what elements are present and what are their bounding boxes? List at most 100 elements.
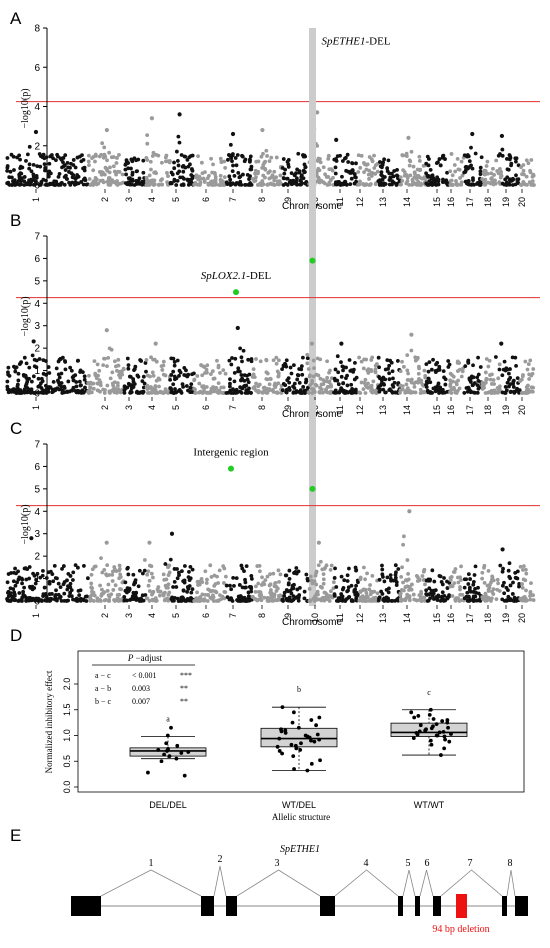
x-tick-label: 16 — [446, 405, 456, 415]
snp-point — [428, 380, 433, 385]
snp-point — [70, 375, 75, 380]
snp-point — [209, 389, 214, 394]
snp-point — [377, 374, 381, 379]
snp-point — [520, 585, 525, 590]
box-group-wt-del: bWT/DEL — [260, 685, 338, 810]
snp-point — [480, 177, 485, 181]
snp-point — [56, 581, 61, 586]
snp-point — [364, 167, 369, 172]
data-point — [162, 752, 166, 757]
points-group — [5, 325, 536, 395]
snp-point — [271, 571, 276, 576]
snp-point — [91, 179, 96, 184]
snp-point — [438, 598, 443, 603]
snp-point — [364, 182, 369, 187]
snp-point — [292, 381, 297, 386]
panel-label-d: D — [10, 626, 22, 645]
panel-label-a: A — [10, 9, 22, 28]
snp-point — [345, 573, 350, 578]
snp-point — [454, 181, 459, 186]
snp-point — [405, 595, 409, 600]
snp-point — [500, 147, 505, 152]
snp-point — [44, 178, 48, 183]
snp-point — [55, 576, 59, 581]
snp-point — [115, 381, 120, 385]
snp-point — [471, 590, 476, 594]
snp-point — [107, 389, 112, 394]
snp-point — [77, 593, 82, 598]
snp-point — [369, 182, 373, 186]
gene-name: SpLOX2.1 — [201, 270, 247, 282]
snp-point — [140, 571, 145, 576]
snp-point — [479, 155, 484, 160]
snp-point — [171, 382, 176, 387]
snp-point — [128, 598, 132, 602]
snp-point — [151, 575, 155, 580]
snp-point — [307, 374, 312, 379]
snp-point — [189, 382, 194, 387]
snp-point — [403, 390, 408, 395]
snp-point — [71, 158, 76, 162]
snp-point — [284, 358, 289, 363]
snp-point — [303, 380, 308, 385]
snp-point — [513, 355, 518, 360]
snp-point — [253, 584, 258, 589]
x-category-label: WT/DEL — [282, 800, 316, 810]
x-tick-label: 5 — [171, 405, 181, 410]
snp-point — [11, 570, 16, 575]
snp-point — [120, 172, 125, 177]
snp-point — [377, 365, 381, 370]
snp-point — [105, 573, 109, 578]
snp-point — [391, 180, 396, 185]
snp-point — [377, 180, 382, 185]
x-tick-label: 13 — [378, 197, 388, 207]
snp-point — [314, 582, 319, 587]
snp-point — [303, 181, 307, 186]
x-tick-label: 14 — [402, 613, 412, 623]
snp-point — [526, 383, 530, 388]
snp-point — [182, 578, 187, 583]
snp-point — [41, 391, 46, 395]
snp-point — [181, 163, 186, 168]
snp-point — [288, 365, 293, 370]
snp-point — [472, 573, 477, 577]
snp-point — [153, 597, 158, 602]
snp-point — [185, 590, 189, 594]
snp-point — [493, 355, 498, 359]
snp-point — [249, 577, 254, 581]
snp-point — [426, 163, 431, 168]
x-tick-label: 14 — [402, 405, 412, 415]
snp-point — [227, 174, 232, 179]
snp-point — [161, 372, 166, 377]
manhattan-plot-b: 01234567−log10(p)SpLOX2.1-DEL12345678910… — [5, 28, 540, 420]
snp-point — [380, 592, 385, 596]
snp-point — [340, 594, 345, 599]
snp-point — [70, 180, 75, 185]
snp-point — [428, 168, 433, 172]
snp-point — [523, 578, 528, 583]
snp-point — [37, 182, 42, 187]
snp-point — [188, 564, 193, 569]
snp-point — [71, 578, 75, 582]
snp-point — [342, 578, 347, 583]
snp-point — [126, 161, 131, 165]
snp-point — [425, 592, 429, 597]
snp-point — [163, 387, 168, 392]
snp-point — [12, 590, 17, 595]
x-tick-label: 18 — [483, 197, 493, 207]
snp-point — [455, 388, 460, 393]
snp-point — [329, 589, 333, 594]
snp-peak-point — [309, 341, 315, 346]
snp-point — [102, 145, 107, 150]
snp-point — [443, 382, 448, 387]
snp-point — [307, 587, 312, 591]
snp-point — [99, 556, 103, 561]
snp-point — [255, 564, 260, 568]
snp-point — [76, 181, 81, 186]
snp-point — [224, 391, 229, 395]
snp-point — [110, 569, 115, 574]
snp-point — [476, 386, 481, 391]
snp-point — [370, 171, 375, 176]
snp-peak-point — [149, 116, 155, 121]
